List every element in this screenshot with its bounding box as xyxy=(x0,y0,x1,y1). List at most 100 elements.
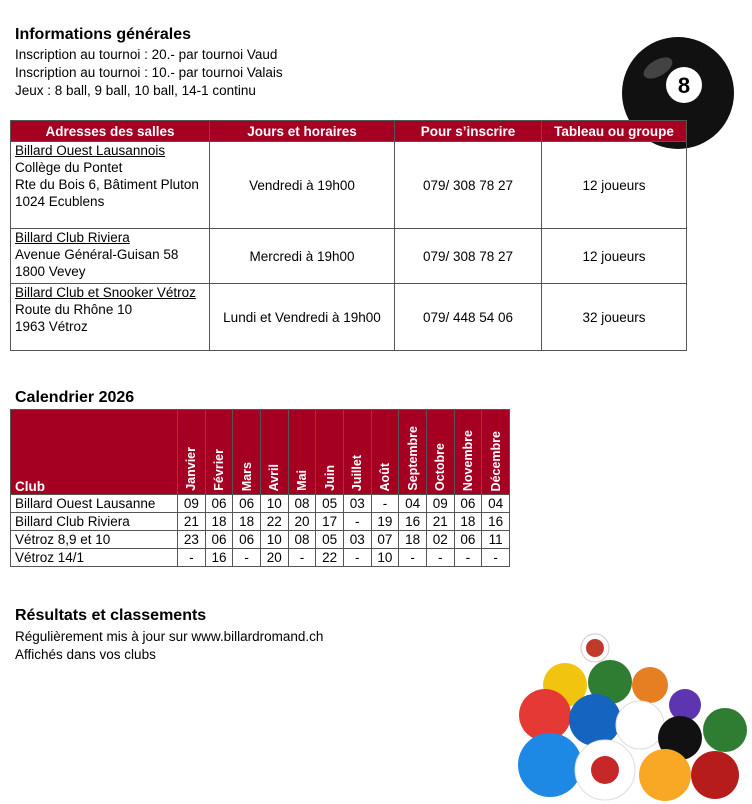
date-cell: 10 xyxy=(259,530,289,549)
date-cell: 18 xyxy=(398,530,427,549)
date-cell: 06 xyxy=(453,530,483,549)
date-cell: 08 xyxy=(287,494,317,513)
results-title: Résultats et classements xyxy=(15,607,207,624)
month-label: Octobre xyxy=(433,443,448,491)
date-cell: 18 xyxy=(453,512,483,531)
table-row: Vétroz 8,9 et 10 23 06 06 10 08 05 03 07 18 02 06 11 xyxy=(9,530,510,549)
info-title: Informations générales xyxy=(15,26,192,43)
address-cell: Billard Ouest Lausannois Collège du Pont… xyxy=(10,141,210,229)
club-name: Vétroz 14/1 xyxy=(9,548,179,567)
hall-name: Billard Club et Snooker Vétroz xyxy=(15,285,196,300)
calendar-table: Club Janvier Février Mars Avril Mai Juin Juill… xyxy=(9,409,510,567)
date-cell: 05 xyxy=(315,530,344,549)
month-header: Décembre xyxy=(481,409,510,495)
month-label: Novembre xyxy=(460,429,475,491)
month-header: Mai xyxy=(287,409,317,495)
date-cell: 06 xyxy=(232,530,261,549)
date-cell: 06 xyxy=(204,494,234,513)
date-cell: 20 xyxy=(287,512,317,531)
club-name: Vétroz 8,9 et 10 xyxy=(9,530,179,549)
date-cell: 22 xyxy=(315,548,344,567)
month-label: Mars xyxy=(239,461,254,491)
month-header: Septembre xyxy=(398,409,427,495)
col-header: Jours et horaires xyxy=(209,120,395,142)
date-cell: 22 xyxy=(259,512,289,531)
date-cell: 17 xyxy=(315,512,344,531)
date-cell: 04 xyxy=(398,494,427,513)
date-cell: 20 xyxy=(259,548,289,567)
date-cell: 06 xyxy=(232,494,261,513)
date-cell: 06 xyxy=(204,530,234,549)
hall-name: Billard Club Riviera xyxy=(15,230,130,245)
date-cell: - xyxy=(342,512,372,531)
month-label: Avril xyxy=(267,463,282,491)
group-cell: 12 joueurs xyxy=(541,228,687,284)
address-cell: Billard Club et Snooker Vétroz Route du … xyxy=(10,283,210,351)
month-label: Septembre xyxy=(405,426,420,491)
month-label: Juin xyxy=(322,465,337,491)
date-cell: 18 xyxy=(204,512,234,531)
table-row: Billard Club et Snooker Vétroz Route du … xyxy=(10,283,687,351)
svg-text:8: 8 xyxy=(678,73,690,98)
month-header: Août xyxy=(370,409,400,495)
table-row: Billard Club Riviera Avenue Général-Guis… xyxy=(10,228,687,284)
date-cell: 16 xyxy=(398,512,427,531)
group-cell: 12 joueurs xyxy=(541,141,687,229)
schedule-cell: Mercredi à 19h00 xyxy=(209,228,395,284)
date-cell: - xyxy=(453,548,483,567)
results-line: Affichés dans vos clubs xyxy=(15,647,156,662)
club-header: Club xyxy=(9,409,179,495)
address-line: 1963 Vétroz xyxy=(15,319,88,334)
schedule-cell: Lundi et Vendredi à 19h00 xyxy=(209,283,395,351)
date-cell: 16 xyxy=(481,512,510,531)
schedule-cell: Vendredi à 19h00 xyxy=(209,141,395,229)
address-line: 1800 Vevey xyxy=(15,264,86,279)
club-name: Billard Club Riviera xyxy=(9,512,179,531)
date-cell: 10 xyxy=(259,494,289,513)
date-cell: 10 xyxy=(370,548,400,567)
date-cell: - xyxy=(287,548,317,567)
phone-cell: 079/ 308 78 27 xyxy=(394,228,542,284)
table-row: Billard Club Riviera 21 18 18 22 20 17-19 16 21 1… xyxy=(9,512,510,531)
hall-name: Billard Ouest Lausannois xyxy=(15,143,166,158)
date-cell: - xyxy=(398,548,427,567)
col-header: Pour s’inscrire xyxy=(394,120,542,142)
month-header: Février xyxy=(204,409,234,495)
date-cell: - xyxy=(481,548,510,567)
info-line: Inscription au tournoi : 20.- par tourno… xyxy=(15,47,278,62)
billiard-balls-image xyxy=(518,633,747,801)
date-cell: 16 xyxy=(204,548,234,567)
address-cell: Billard Club Riviera Avenue Général-Guis… xyxy=(10,228,210,284)
group-cell: 32 joueurs xyxy=(541,283,687,351)
date-cell: - xyxy=(425,548,455,567)
month-header: Octobre xyxy=(425,409,455,495)
date-cell: 08 xyxy=(287,530,317,549)
month-label: Janvier xyxy=(184,447,199,491)
date-cell: 21 xyxy=(177,512,206,531)
table-row: Vétroz 14/1-16-20-22-10- - - - xyxy=(9,548,510,567)
address-line: 1024 Ecublens xyxy=(15,194,105,209)
col-header: Adresses des salles xyxy=(10,120,210,142)
month-label: Août xyxy=(377,462,392,491)
month-label: Juillet xyxy=(350,454,365,491)
results-line: Régulièrement mis à jour sur www.billard… xyxy=(15,629,324,644)
month-label: Février xyxy=(212,449,226,491)
month-header: Avril xyxy=(259,409,289,495)
table-row: Billard Ouest Lausanne 09 06 06 10 08 05 03-04 0… xyxy=(9,494,510,513)
month-label: Mai xyxy=(294,470,309,491)
address-line: Avenue Général-Guisan 58 xyxy=(15,247,179,262)
month-header: Mars xyxy=(232,409,261,495)
club-name: Billard Ouest Lausanne xyxy=(9,494,179,513)
date-cell: 23 xyxy=(177,530,206,549)
phone-cell: 079/ 308 78 27 xyxy=(394,141,542,229)
info-line: Inscription au tournoi : 10.- par tourno… xyxy=(15,65,283,80)
table-row: Billard Ouest Lausannois Collège du Pont… xyxy=(10,141,687,229)
calendar-header-row: Club Janvier Février Mars Avril Mai Juin Juill… xyxy=(9,409,510,495)
date-cell: 05 xyxy=(315,494,344,513)
date-cell: 02 xyxy=(425,530,455,549)
calendar-title: Calendrier 2026 xyxy=(15,389,135,406)
month-header: Juin xyxy=(315,409,344,495)
date-cell: 09 xyxy=(177,494,206,513)
halls-header-row: Adresses des salles Jours et horaires Po… xyxy=(10,120,687,142)
